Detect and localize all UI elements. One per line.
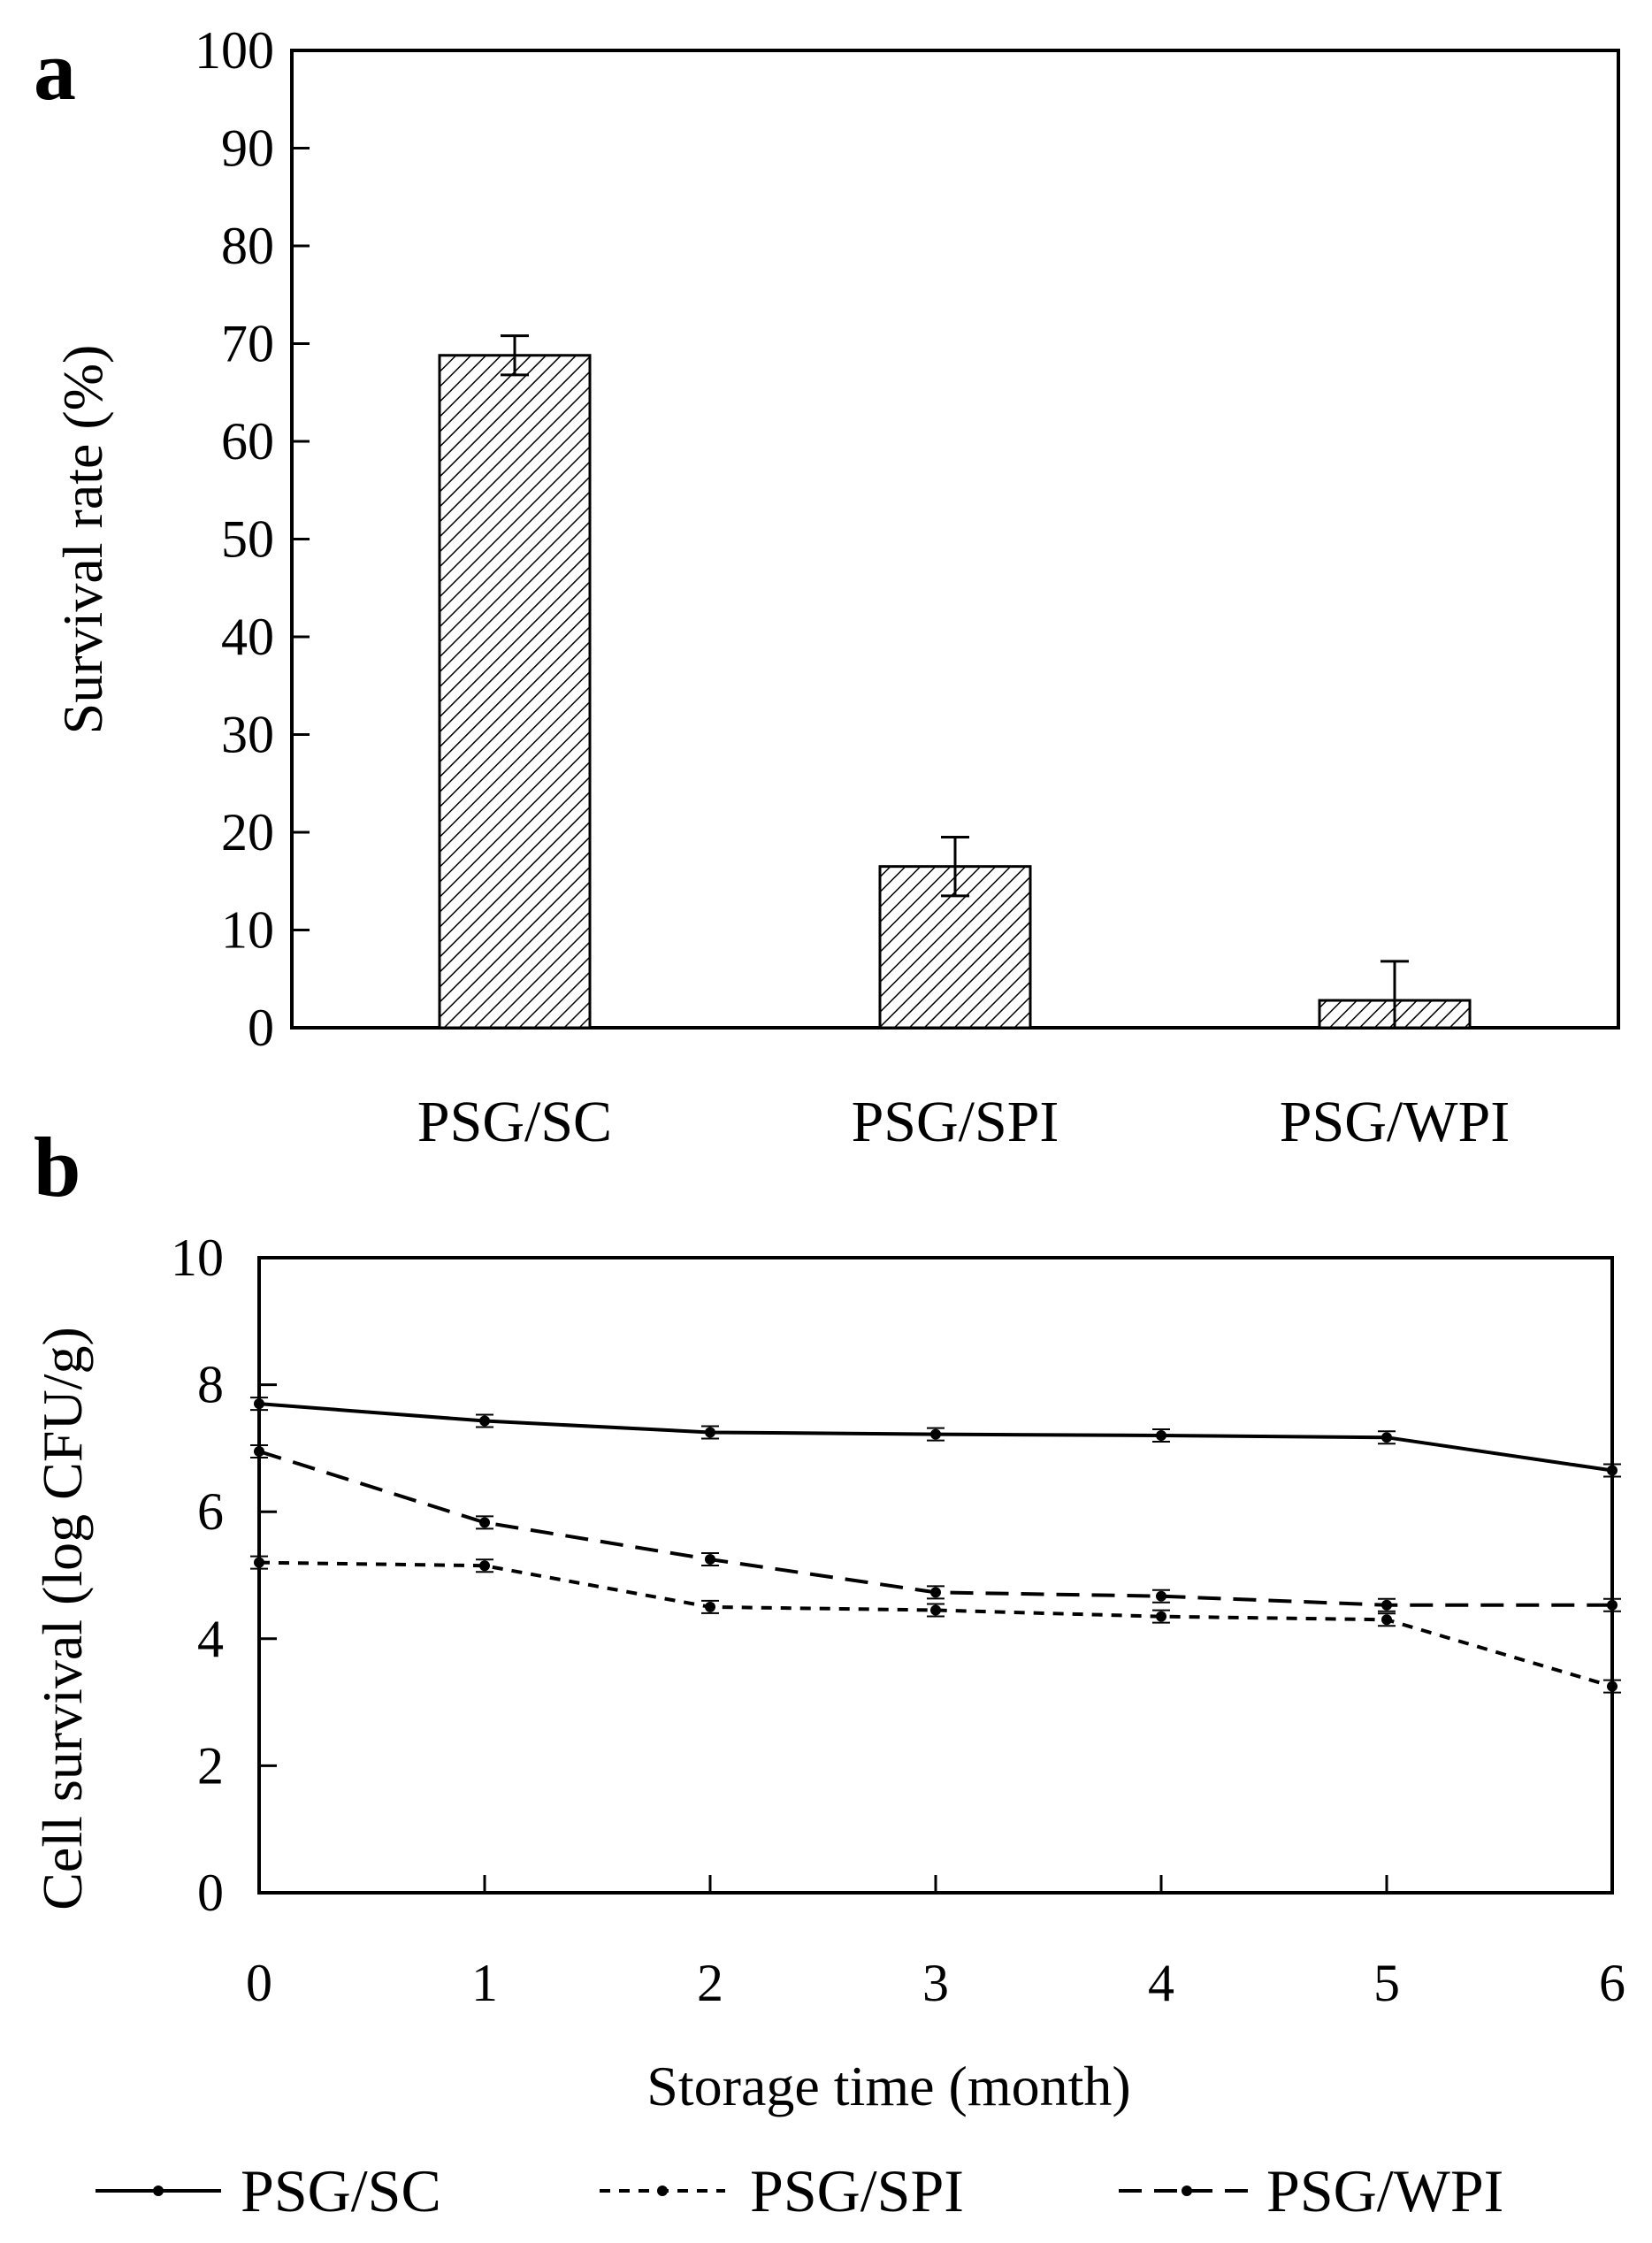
x-tick-label: 6 [1599,1954,1625,2012]
point-psg-spi [254,1557,264,1568]
panel-b-y-axis: 0 2 4 6 8 10 [171,1229,277,1922]
y-tick-label: 0 [197,1864,224,1922]
legend-label-psg-sc: PSG/SC [241,2157,441,2224]
panel-a-x-axis: PSG/SC PSG/SPI PSG/WPI [417,1090,1510,1154]
point-psg-wpi [479,1517,490,1528]
category-label-psg-spi: PSG/SPI [852,1090,1059,1154]
x-tick-label: 1 [471,1954,498,2012]
x-tick-label: 4 [1148,1954,1174,2012]
y-tick-label: 2 [197,1736,224,1795]
point-psg-spi [930,1604,941,1616]
legend-marker-psg-wpi [1182,2186,1192,2196]
point-psg-sc [254,1398,264,1410]
point-psg-sc [930,1428,941,1440]
category-label-psg-sc: PSG/SC [417,1090,612,1154]
point-psg-sc [705,1427,715,1438]
panel-b-y-axis-title: Cell survival (log CFU/g) [31,1327,94,1910]
panel-a-label: a [34,23,76,118]
x-tick-label: 3 [922,1954,949,2012]
point-psg-spi [1156,1611,1166,1622]
legend: PSG/SC PSG/SPI PSG/WPI [96,2157,1503,2224]
y-tick-label: 10 [221,901,274,960]
point-psg-spi [705,1601,715,1612]
point-psg-spi [479,1560,490,1572]
panel-a-y-axis: 0 10 20 30 40 50 60 70 80 90 100 [195,21,310,1057]
panel-b-series [250,1397,1621,1694]
y-tick-label: 50 [221,510,274,569]
y-tick-label: 70 [221,315,274,373]
series-line-psg-wpi [258,1450,1612,1607]
legend-label-psg-spi: PSG/SPI [750,2157,964,2224]
x-tick-label: 0 [246,1954,272,2012]
panel-b-label: b [34,1120,80,1214]
x-tick-label: 2 [697,1954,723,2012]
panel-b-line-chart: b 0 2 4 6 8 10 0 1 2 3 4 5 6 Storage time (month) C… [31,1120,1625,2117]
point-psg-spi [1607,1680,1618,1692]
category-label-psg-wpi: PSG/WPI [1280,1090,1510,1154]
panel-b-x-axis-title: Storage time (month) [646,2055,1130,2117]
y-tick-label: 90 [221,119,274,178]
point-psg-wpi [705,1554,715,1566]
point-psg-spi [1381,1614,1392,1626]
point-psg-wpi [1156,1590,1166,1602]
panel-b-plot-frame [257,1256,1614,1895]
y-tick-label: 8 [197,1356,224,1414]
point-psg-sc [1381,1432,1392,1443]
y-tick-label: 6 [197,1482,224,1541]
y-tick-label: 60 [221,412,274,471]
y-tick-label: 100 [195,21,274,80]
point-psg-wpi [1607,1599,1618,1611]
bar-psg-sc [438,354,592,1030]
x-tick-label: 5 [1373,1954,1400,2012]
y-tick-label: 40 [221,608,274,666]
legend-marker-psg-spi [657,2186,668,2196]
y-tick-label: 30 [221,706,274,764]
y-tick-label: 20 [221,803,274,861]
point-psg-sc [479,1415,490,1427]
panel-a-y-axis-title: Survival rate (%) [51,345,114,735]
point-psg-wpi [1381,1599,1392,1611]
legend-marker-psg-sc [153,2186,164,2196]
point-psg-wpi [254,1445,264,1457]
series-line-psg-spi [258,1560,1613,1688]
point-psg-sc [1156,1430,1166,1442]
point-psg-wpi [930,1587,941,1598]
panel-a-bars [438,334,1472,1030]
legend-label-psg-wpi: PSG/WPI [1266,2157,1503,2224]
y-tick-label: 0 [248,999,274,1057]
y-tick-label: 80 [221,217,274,275]
point-psg-sc [1607,1465,1618,1476]
y-tick-label: 10 [171,1229,224,1287]
y-tick-label: 4 [197,1610,224,1668]
panel-b-x-axis: 0 1 2 3 4 5 6 [246,1875,1625,2012]
